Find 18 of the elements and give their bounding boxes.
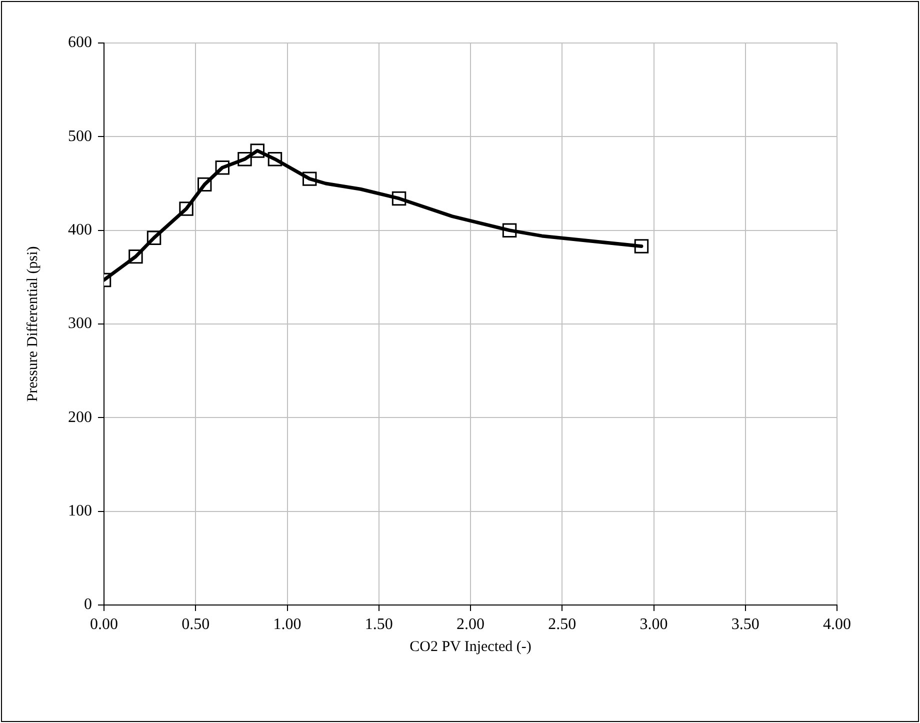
x-tick-label: 0.50: [182, 616, 210, 633]
x-tick-label: 4.00: [823, 616, 851, 633]
x-tick-label: 3.00: [640, 616, 668, 633]
x-tick-label: 1.50: [364, 616, 393, 633]
y-tick-label: 100: [68, 502, 92, 520]
y-tick-label: 500: [68, 128, 92, 145]
y-tick-label: 300: [68, 315, 92, 332]
x-tick-label: 0.00: [90, 616, 118, 633]
y-tick-label: 0: [84, 596, 92, 614]
x-tick-label: 2.50: [548, 616, 576, 633]
x-axis-title: CO2 PV Injected (-): [410, 638, 532, 655]
y-axis-title: Pressure Differential (psi): [24, 246, 41, 402]
y-tick-label: 600: [68, 34, 92, 52]
y-tick-label: 200: [68, 408, 92, 426]
x-tick-label: 3.50: [731, 616, 760, 633]
y-tick-label: 400: [68, 222, 92, 239]
x-tick-label: 2.00: [456, 616, 484, 633]
x-tick-label: 1.00: [273, 616, 302, 633]
